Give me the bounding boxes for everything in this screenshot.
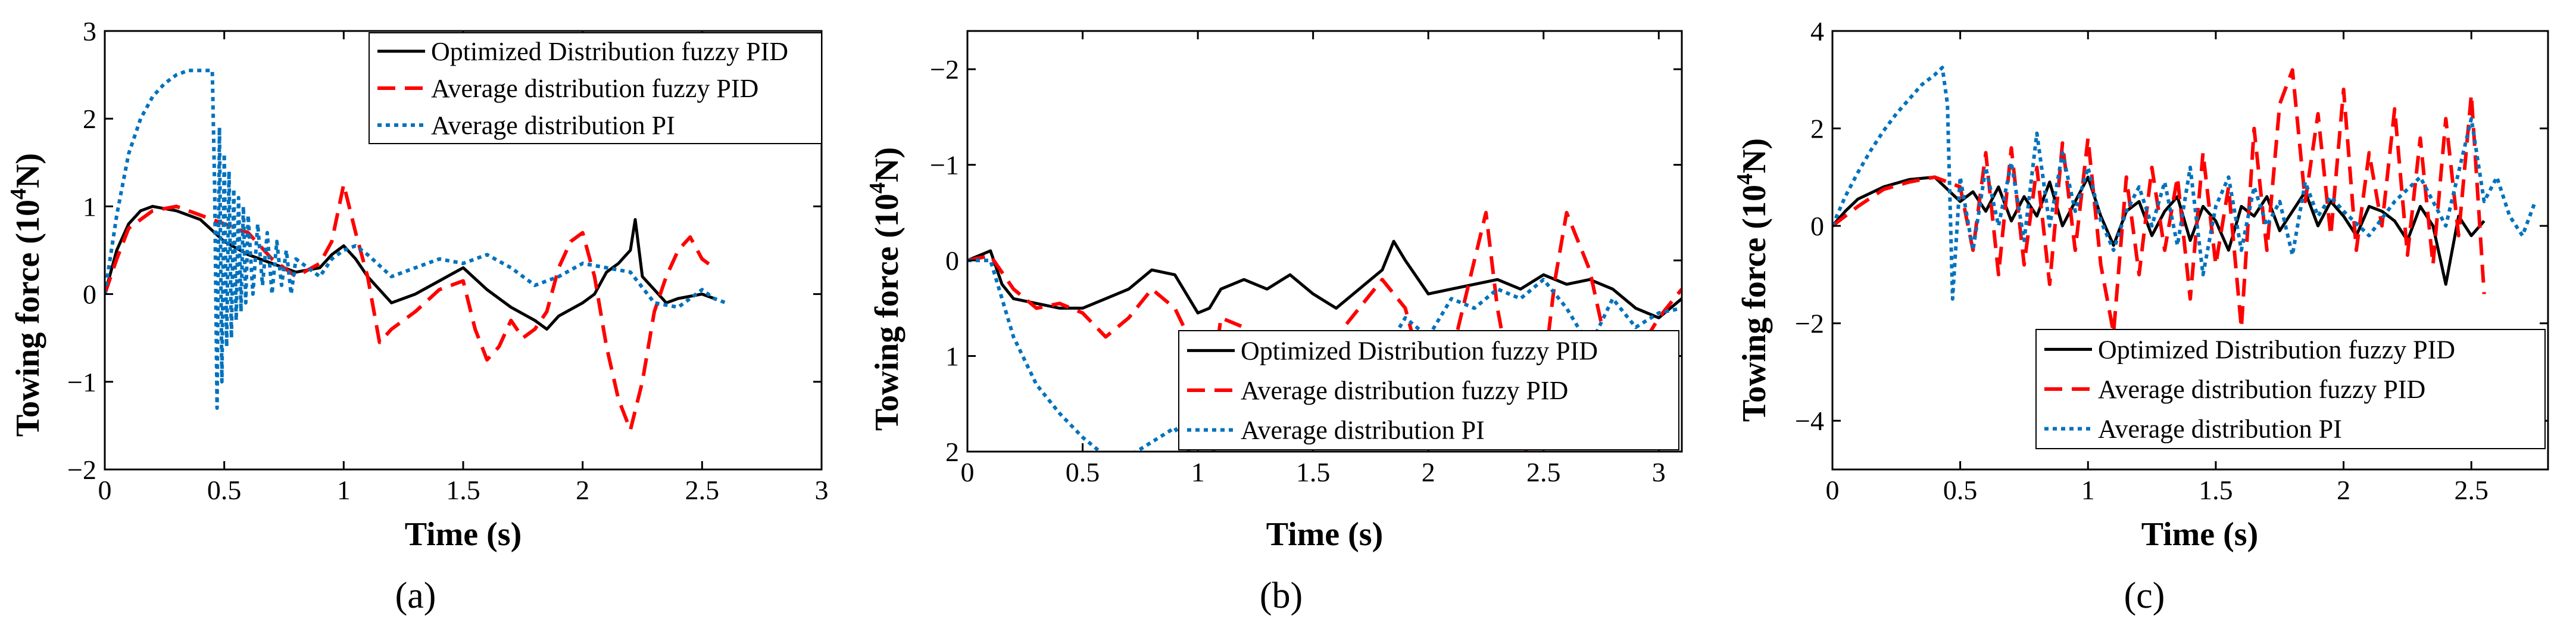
y-tick-label-b: −1 [930, 150, 959, 181]
x-tick-label-b: 1.5 [1296, 457, 1331, 487]
plot-area-c [1832, 66, 2537, 335]
series-line-b-3 [967, 259, 1682, 452]
x-tick-label-c: 1 [2081, 475, 2095, 505]
x-axis-label-a: Time (s) [405, 516, 522, 553]
axes-box-b [966, 30, 1683, 453]
y-tick-label-c: 0 [1810, 211, 1824, 241]
x-tick-label-b: 1 [1191, 457, 1205, 487]
y-axis-label-b: Towing force (104N) [865, 147, 905, 431]
y-tick-label-b: −2 [930, 54, 959, 85]
series-line-b-1 [967, 240, 1682, 319]
x-tick-label-b: 3 [1652, 457, 1666, 487]
panel-a: Towing force (104N) Time (s) (a) 0 0.5 1 1.… [6, 16, 829, 616]
series-line-c-1 [1832, 175, 2486, 286]
caption-c: (c) [2124, 576, 2165, 616]
x-tick-label-c: 1.5 [2199, 475, 2233, 505]
x-axis-label-c: Time (s) [2141, 516, 2259, 553]
x-tick-label-b: 2 [1422, 457, 1435, 487]
legend-box-c [2035, 329, 2546, 449]
x-tick-label-c: 0 [1826, 475, 1840, 505]
x-tick-label-a: 0 [98, 475, 112, 505]
legend-label-c-2: Average distribution fuzzy PID [2098, 375, 2425, 404]
y-axis-label-c: Towing force (104N) [1732, 138, 1773, 422]
x-tick-label-c: 2.5 [2454, 475, 2488, 505]
legend-box-b [1178, 330, 1679, 450]
plot-area-b [967, 210, 1682, 452]
x-tick-label-b: 0.5 [1066, 457, 1100, 487]
series-line-a-1 [105, 204, 715, 331]
x-tick-label-a: 3 [815, 475, 829, 505]
y-tick-label-b: 2 [945, 437, 959, 467]
series-line-b-2 [967, 210, 1682, 452]
axes-box-c [1831, 30, 2549, 471]
x-axis-label-b: Time (s) [1266, 516, 1384, 553]
y-tick-label-a: 0 [83, 279, 96, 310]
y-axis-label-a: Towing force (104N) [6, 153, 46, 437]
x-tick-label-a: 1.5 [446, 475, 480, 505]
y-tick-label-a: 2 [83, 104, 96, 134]
x-tick-label-a: 2 [576, 475, 589, 505]
y-tick-label-c: 4 [1810, 16, 1824, 46]
y-tick-label-c: −4 [1795, 406, 1824, 436]
y-tick-label-a: 1 [83, 191, 96, 222]
legend-label-b-3: Average distribution PI [1241, 416, 1485, 445]
x-tick-label-b: 0 [961, 457, 975, 487]
panel-b: Towing force (104N) Time (s) (b) 0 0.5 1 1.… [865, 30, 1683, 616]
legend-label-a-2: Average distribution fuzzy PID [431, 74, 758, 103]
legend-a: Optimized Distribution fuzzy PID Average … [369, 32, 822, 144]
x-tick-label-a: 2.5 [685, 475, 720, 505]
legend-box-a [369, 32, 822, 144]
caption-a: (a) [395, 576, 436, 616]
y-tick-label-c: −2 [1795, 309, 1824, 339]
series-line-a-3 [105, 69, 727, 410]
legend-b: Optimized Distribution fuzzy PID Average … [1178, 330, 1679, 450]
series-line-c-2 [1832, 68, 2486, 335]
series-line-c-3 [1832, 66, 2537, 301]
x-tick-label-a: 1 [337, 475, 351, 505]
series-line-a-2 [105, 182, 716, 432]
legend-label-c-1: Optimized Distribution fuzzy PID [2098, 335, 2455, 364]
plot-area-a [105, 69, 727, 432]
legend-c: Optimized Distribution fuzzy PID Average … [2035, 329, 2546, 449]
y-tick-label-a: −2 [67, 455, 96, 485]
x-tick-label-c: 0.5 [1943, 475, 1978, 505]
legend-label-b-1: Optimized Distribution fuzzy PID [1241, 336, 1598, 365]
legend-label-a-3: Average distribution PI [431, 111, 675, 140]
legend-label-a-1: Optimized Distribution fuzzy PID [431, 37, 788, 66]
x-tick-label-c: 2 [2337, 475, 2350, 505]
y-tick-label-b: 1 [945, 341, 959, 372]
y-tick-label-b: 0 [945, 245, 959, 276]
x-tick-label-a: 0.5 [207, 475, 242, 505]
y-tick-label-c: 2 [1810, 114, 1824, 144]
legend-label-b-2: Average distribution fuzzy PID [1241, 376, 1568, 405]
y-tick-label-a: 3 [83, 16, 96, 46]
x-tick-label-b: 2.5 [1526, 457, 1561, 487]
caption-b: (b) [1260, 576, 1303, 616]
y-tick-label-a: −1 [67, 367, 96, 397]
panel-c: Towing force (104N) Time (s) (c) 0 0.5 1 1.… [1732, 16, 2549, 616]
legend-label-c-3: Average distribution PI [2098, 415, 2342, 444]
